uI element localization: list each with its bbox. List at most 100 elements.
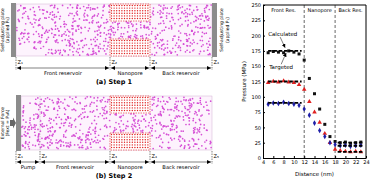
water-molecule xyxy=(207,25,209,27)
water-molecule xyxy=(59,16,61,18)
water-molecule xyxy=(56,123,58,125)
water-molecule xyxy=(149,24,151,26)
membrane-atom xyxy=(126,136,127,137)
water-molecule xyxy=(61,35,63,37)
water-molecule xyxy=(152,97,154,99)
water-molecule xyxy=(172,47,174,49)
water-molecule xyxy=(44,138,46,140)
water-molecule xyxy=(88,4,90,6)
water-molecule xyxy=(20,5,22,7)
water-molecule xyxy=(112,22,114,24)
water-molecule xyxy=(55,117,57,119)
water-molecule xyxy=(37,42,39,44)
membrane-atom xyxy=(111,142,112,143)
water-molecule xyxy=(21,37,23,39)
membrane-atom xyxy=(147,134,148,135)
water-molecule xyxy=(137,122,139,124)
membrane-atom xyxy=(116,7,117,8)
membrane-atom xyxy=(132,107,133,108)
water-molecule xyxy=(54,5,56,7)
region-label: Nanopore xyxy=(117,164,142,171)
water-molecule xyxy=(157,98,159,100)
water-molecule xyxy=(37,113,39,115)
z-label: Z₄ xyxy=(214,59,219,65)
data-point xyxy=(303,59,306,62)
membrane-atom xyxy=(139,134,140,135)
membrane-atom xyxy=(121,99,122,100)
water-molecule xyxy=(27,17,29,19)
z-label: Z₁ xyxy=(18,59,23,65)
membrane-atom xyxy=(126,10,127,11)
water-molecule xyxy=(205,148,207,150)
water-molecule xyxy=(87,134,89,136)
water-molecule xyxy=(76,103,78,105)
water-molecule xyxy=(90,133,92,135)
water-molecule xyxy=(114,32,116,34)
water-molecule xyxy=(81,27,83,29)
water-molecule xyxy=(66,145,68,147)
water-molecule xyxy=(196,114,198,116)
water-molecule xyxy=(187,45,189,47)
water-molecule xyxy=(198,118,200,120)
water-molecule xyxy=(113,27,115,29)
water-molecule xyxy=(104,110,106,112)
water-molecule xyxy=(72,34,74,36)
water-molecule xyxy=(23,119,25,121)
water-molecule xyxy=(90,9,92,11)
membrane-atom xyxy=(134,144,135,145)
water-molecule xyxy=(96,39,98,41)
water-molecule xyxy=(89,126,91,128)
water-molecule xyxy=(193,21,195,23)
membrane-atom xyxy=(116,142,117,143)
water-molecule xyxy=(43,125,45,127)
membrane-atom xyxy=(113,102,114,103)
water-molecule xyxy=(38,24,40,26)
water-molecule xyxy=(201,45,203,47)
water-molecule xyxy=(200,103,202,105)
water-molecule xyxy=(143,27,145,29)
water-molecule xyxy=(64,50,66,52)
membrane-atom xyxy=(121,136,122,137)
water xyxy=(16,4,212,56)
water-molecule xyxy=(35,48,37,50)
water-molecule xyxy=(132,127,134,129)
water-molecule xyxy=(123,33,125,35)
water-molecule xyxy=(169,50,171,52)
water-molecule xyxy=(72,32,74,34)
water-molecule xyxy=(104,125,106,127)
membrane-atom xyxy=(119,13,120,14)
water-molecule xyxy=(200,27,202,29)
water-molecule xyxy=(208,110,210,112)
membrane-atom xyxy=(121,147,122,148)
membrane-atom xyxy=(129,45,130,46)
water-molecule xyxy=(100,128,102,130)
membrane-atom xyxy=(142,7,143,8)
water-molecule xyxy=(148,28,150,30)
water-molecule xyxy=(156,52,158,54)
membrane-atom xyxy=(137,18,138,19)
membrane-atom xyxy=(113,139,114,140)
membrane-atom xyxy=(139,136,140,137)
membrane-atom xyxy=(111,102,112,103)
data-point xyxy=(297,82,302,86)
water-molecule xyxy=(75,132,77,134)
water-molecule xyxy=(185,124,187,126)
water-molecule xyxy=(99,147,101,149)
water-molecule xyxy=(203,20,205,22)
water-molecule xyxy=(28,41,30,43)
membrane-atom xyxy=(147,99,148,100)
water-molecule xyxy=(54,108,56,110)
water-molecule xyxy=(45,54,47,56)
water-molecule xyxy=(159,122,161,124)
water-molecule xyxy=(168,97,170,99)
water-molecule xyxy=(71,38,73,40)
water-molecule xyxy=(181,103,183,105)
water-molecule xyxy=(153,14,155,16)
water-molecule xyxy=(134,34,136,36)
membrane-atom xyxy=(134,45,135,46)
water-molecule xyxy=(191,30,193,32)
membrane-atom xyxy=(129,50,130,51)
water-molecule xyxy=(118,22,120,24)
water-molecule xyxy=(57,42,59,44)
water-molecule xyxy=(183,13,185,15)
